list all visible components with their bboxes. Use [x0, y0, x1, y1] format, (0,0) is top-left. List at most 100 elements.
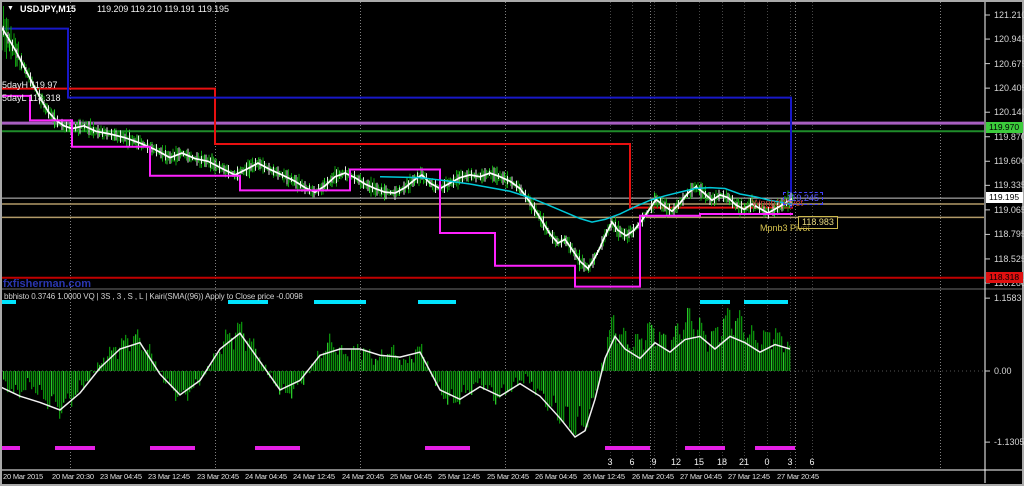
osc-bar [365, 349, 367, 371]
time-axis-label: 24 Mar 20:45 [342, 472, 384, 481]
osc-bar [747, 337, 749, 371]
osc-bar [751, 325, 753, 371]
osc-bar [251, 341, 253, 371]
osc-bar [325, 350, 327, 371]
osc-bar [441, 371, 443, 396]
osc-bar [409, 356, 411, 371]
osc-bar [733, 335, 735, 371]
osc-bar [729, 309, 731, 371]
osc-bar [145, 350, 147, 371]
osc-bar [609, 330, 611, 371]
osc-bar [135, 334, 137, 371]
osc-bar [49, 371, 51, 407]
week-pivot-price-box[interactable]: 119.245 [783, 192, 823, 205]
osc-bar [215, 356, 217, 371]
osc-bar [327, 342, 329, 371]
osc-bar [349, 361, 351, 371]
hour-label: 9 [651, 457, 657, 467]
month-pivot-price-box[interactable]: 118.983 [798, 216, 838, 229]
osc-bar [709, 344, 711, 371]
osc-bar [153, 361, 155, 371]
indicator-pane-area[interactable] [0, 289, 985, 470]
five-day-low-label: 5dayL 118.318 [2, 93, 61, 103]
osc-bar [131, 344, 133, 371]
time-axis-label: 26 Mar 20:45 [632, 472, 674, 481]
osc-bar [421, 343, 423, 371]
osc-bar [69, 371, 71, 399]
price-tag: 119.195 [986, 192, 1023, 204]
osc-bar [517, 371, 519, 386]
osc-lower-marker [755, 446, 795, 450]
osc-bar [237, 322, 239, 371]
osc-bar [5, 371, 7, 382]
osc-bar [495, 371, 497, 405]
osc-bar [463, 371, 465, 385]
osc-bar [185, 371, 187, 395]
osc-bar [123, 340, 125, 371]
osc-bar [689, 308, 691, 371]
osc-bar [227, 334, 229, 371]
osc-bar [547, 371, 549, 411]
week-pivot-label[interactable]: Wpnb3 Pivot [752, 198, 804, 208]
osc-bar [583, 371, 585, 427]
osc-bar [703, 330, 705, 371]
hour-label: 0 [764, 457, 770, 467]
osc-bar [9, 371, 11, 391]
osc-bar [29, 371, 31, 383]
osc-bar [191, 371, 193, 390]
osc-bar [159, 371, 161, 372]
osc-upper-marker [314, 300, 366, 304]
osc-bar [221, 354, 223, 371]
osc-bar [387, 354, 389, 371]
osc-bar [351, 349, 353, 371]
osc-bar [453, 371, 455, 404]
osc-bar [715, 327, 717, 371]
osc-bar [617, 343, 619, 371]
osc-bar [51, 371, 53, 397]
osc-bar [179, 371, 181, 393]
osc-bar [281, 371, 283, 391]
osc-bar [629, 347, 631, 371]
osc-bar [693, 329, 695, 371]
osc-bar [379, 356, 381, 371]
osc-bar [449, 371, 451, 397]
osc-bar [565, 371, 567, 407]
osc-bar [43, 371, 45, 400]
osc-bar [399, 359, 401, 371]
osc-bar [771, 349, 773, 371]
osc-bar [753, 330, 755, 371]
osc-bar [375, 358, 377, 371]
osc-bar [437, 371, 439, 384]
osc-bar [175, 371, 177, 402]
hour-label: 18 [716, 457, 728, 467]
osc-bar [577, 371, 579, 417]
osc-bar [129, 351, 131, 371]
osc-bar [7, 371, 9, 393]
osc-bar [681, 339, 683, 371]
time-axis-label: 24 Mar 12:45 [293, 472, 335, 481]
osc-bar [433, 371, 435, 377]
ohlc-readout: 119.209 119.210 119.191 119.195 [97, 4, 229, 14]
osc-bar [309, 371, 311, 374]
price-tag: 119.970 [986, 121, 1023, 133]
osc-bar [63, 371, 65, 403]
main-chart-area[interactable] [0, 0, 985, 289]
osc-bar [257, 359, 259, 371]
osc-bar [475, 371, 477, 383]
osc-bar [361, 359, 363, 371]
month-pivot-label[interactable]: Mpnb3 Pivot [760, 223, 811, 233]
osc-bar [189, 371, 191, 393]
osc-bar [125, 334, 127, 371]
osc-bar [491, 371, 493, 388]
osc-bar [735, 320, 737, 371]
osc-bar [451, 371, 453, 390]
osc-bar [47, 371, 49, 410]
osc-bar [659, 331, 661, 371]
blue-step [2, 27, 792, 208]
osc-bar [347, 356, 349, 371]
hour-label: 6 [809, 457, 815, 467]
hour-label: 3 [607, 457, 613, 467]
osc-bar [31, 371, 33, 390]
magenta-step-line [0, 94, 793, 288]
